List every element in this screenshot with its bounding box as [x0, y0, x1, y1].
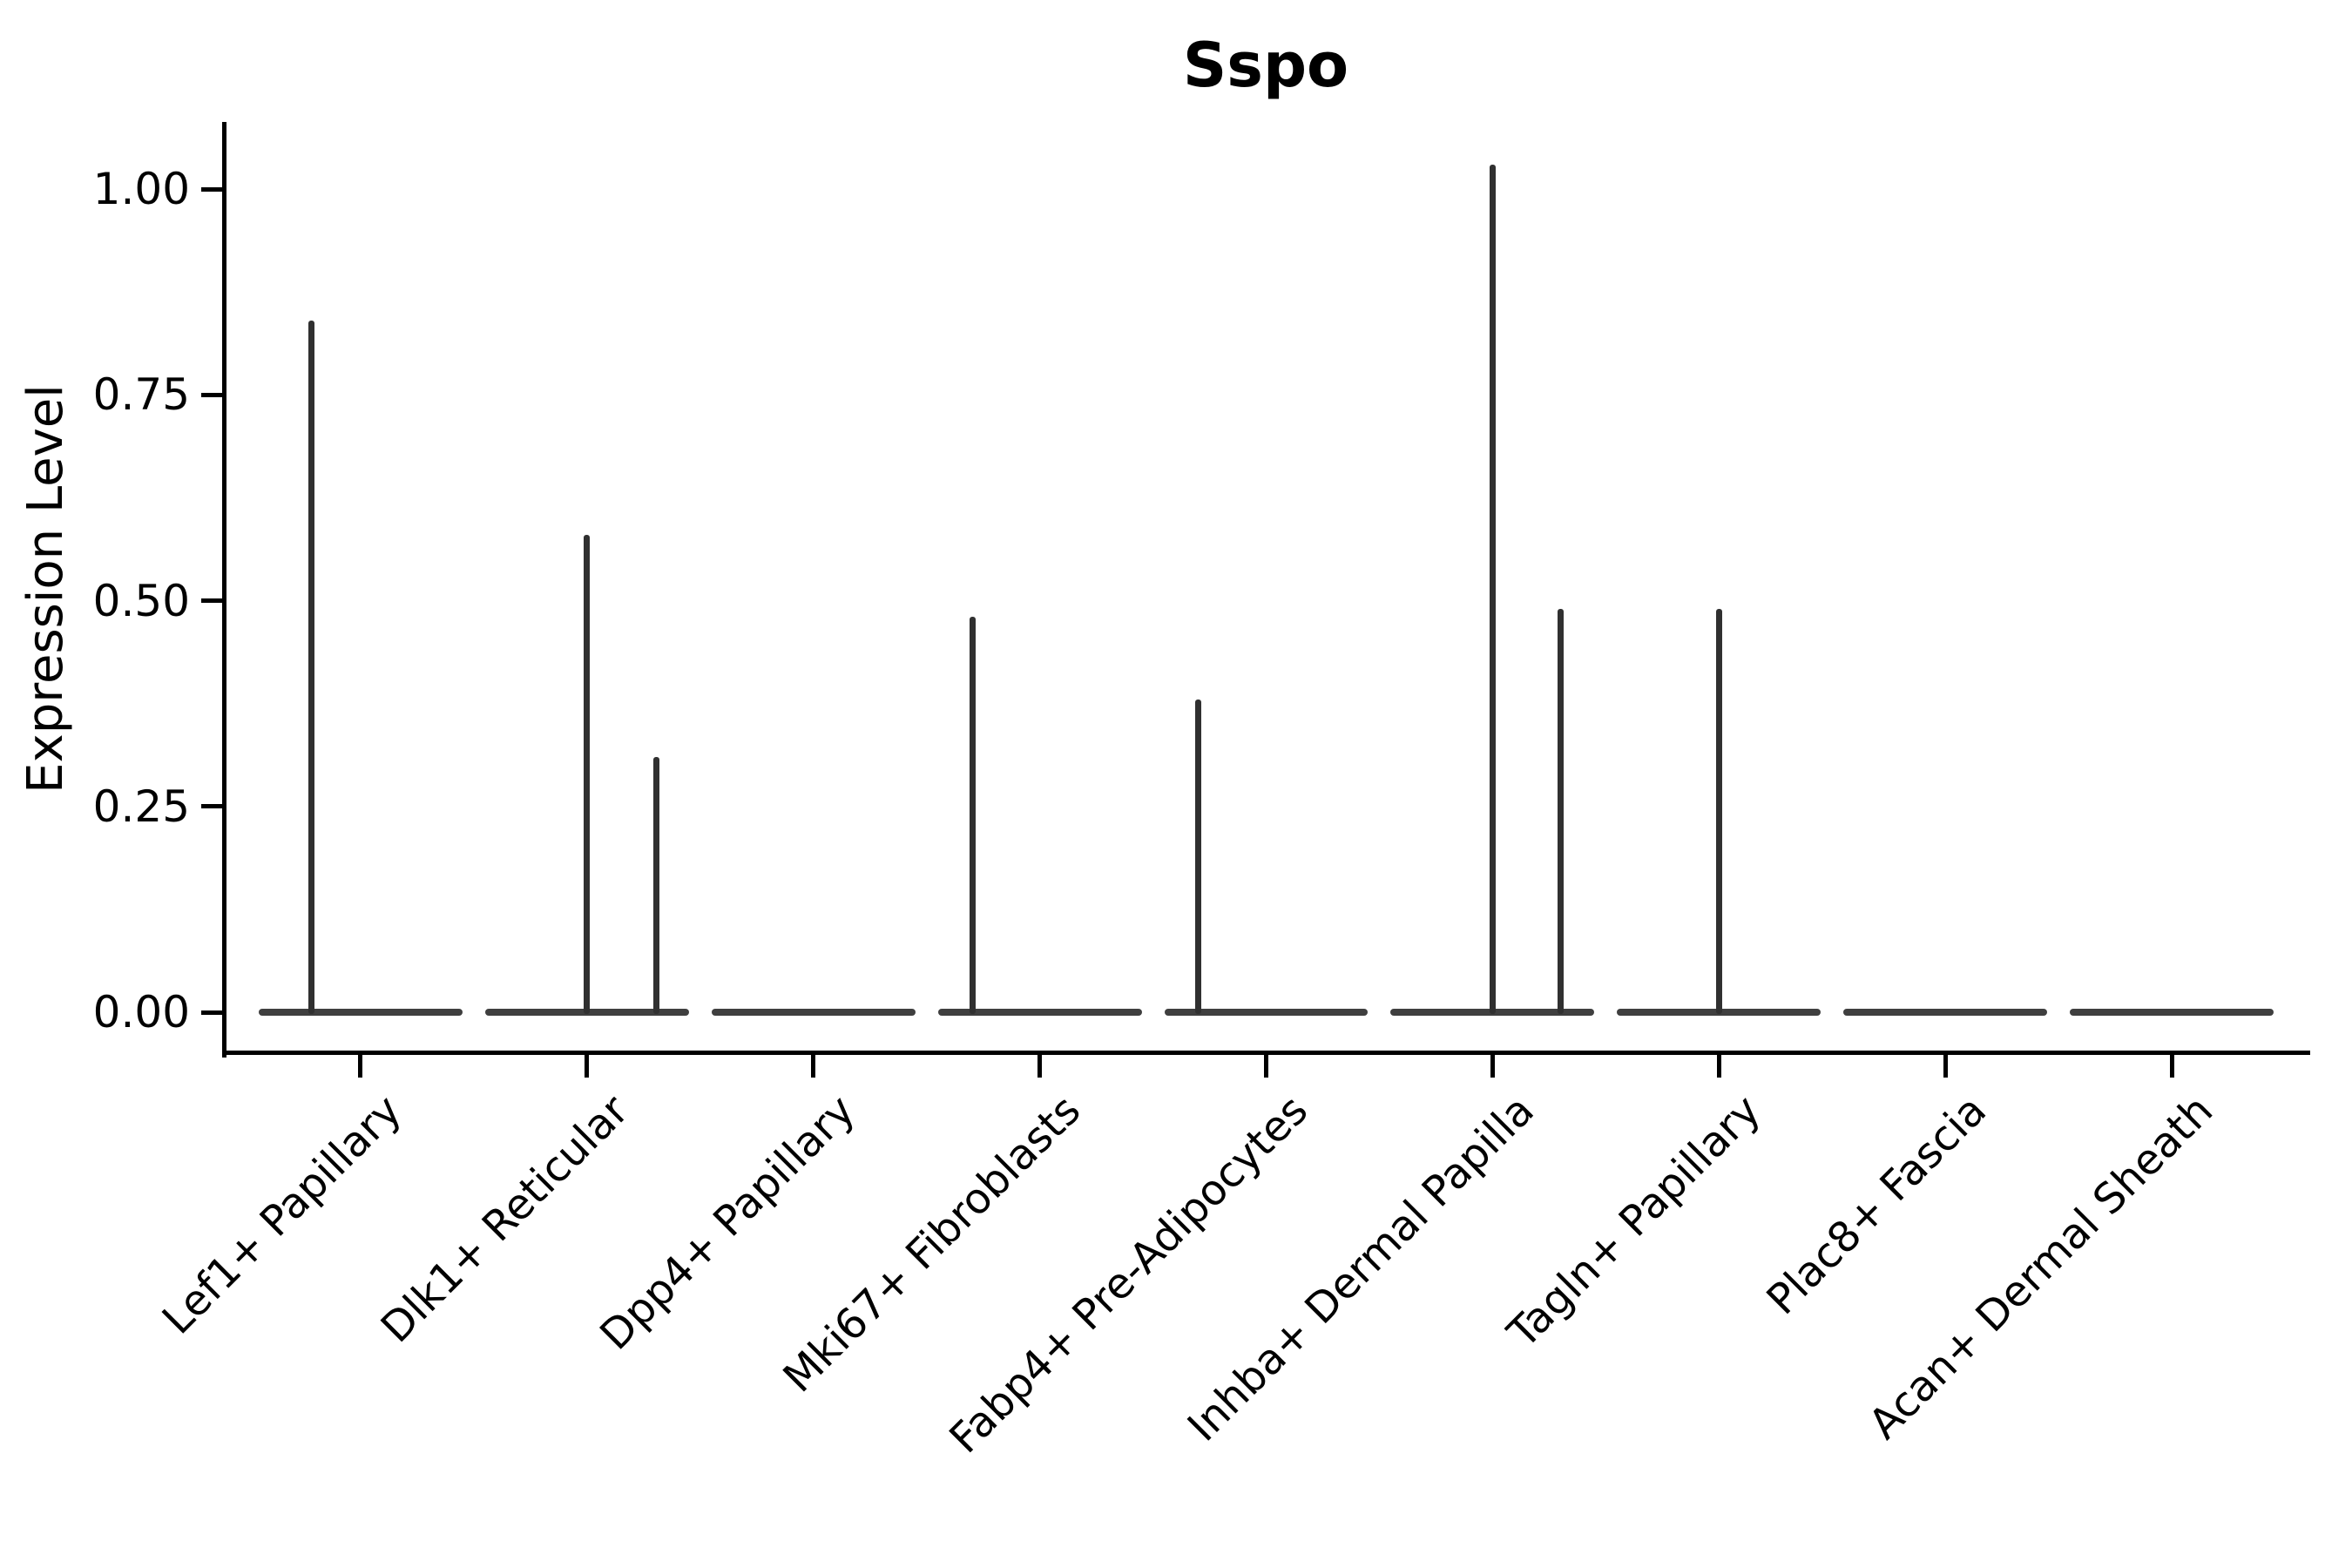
x-axis-spine [222, 1051, 2310, 1055]
violin-spike [653, 757, 660, 1014]
violin-baseline [258, 1009, 463, 1016]
x-tick-label: Plac8+ Fascia [1757, 1085, 1997, 1325]
y-tick-mark [201, 804, 223, 809]
y-tick-label: 0.50 [92, 575, 190, 626]
violin-baseline [1164, 1009, 1369, 1016]
violin-baseline [2070, 1009, 2274, 1016]
violin-spike [308, 321, 314, 1014]
y-tick-mark [201, 392, 223, 397]
x-tick-label: Tagln+ Papillary [1497, 1085, 1770, 1358]
x-tick-mark [1264, 1055, 1268, 1078]
x-tick-mark [358, 1055, 363, 1078]
violin-spike [1489, 164, 1496, 1014]
y-tick-mark [201, 1010, 223, 1015]
violin-baseline [1843, 1009, 2048, 1016]
violin-baseline [937, 1009, 1142, 1016]
x-tick-mark [1037, 1055, 1043, 1078]
y-tick-label: 0.00 [92, 987, 190, 1037]
x-tick-label: Lef1+ Papillary [153, 1085, 412, 1344]
x-tick-label: Dlk1+ Reticular [371, 1085, 639, 1353]
violin-spike [970, 617, 977, 1014]
y-axis-spine [222, 122, 226, 1058]
violin-spike [584, 534, 591, 1014]
x-tick-mark [1490, 1055, 1495, 1078]
violin-spike [1715, 608, 1722, 1014]
chart-title: Sspo [1182, 30, 1349, 101]
violin-spike [1557, 608, 1564, 1014]
y-tick-label: 0.75 [92, 369, 190, 421]
x-tick-mark [811, 1055, 816, 1078]
y-tick-mark [201, 186, 223, 192]
y-tick-label: 0.25 [92, 781, 190, 832]
y-tick-label: 1.00 [92, 164, 190, 214]
y-tick-mark [201, 598, 223, 603]
x-tick-mark [2169, 1055, 2174, 1078]
x-tick-mark [585, 1055, 590, 1078]
violin-baseline [711, 1009, 916, 1016]
x-tick-mark [1716, 1055, 1721, 1078]
violin-spike [1195, 699, 1202, 1014]
x-tick-mark [1943, 1055, 1948, 1078]
